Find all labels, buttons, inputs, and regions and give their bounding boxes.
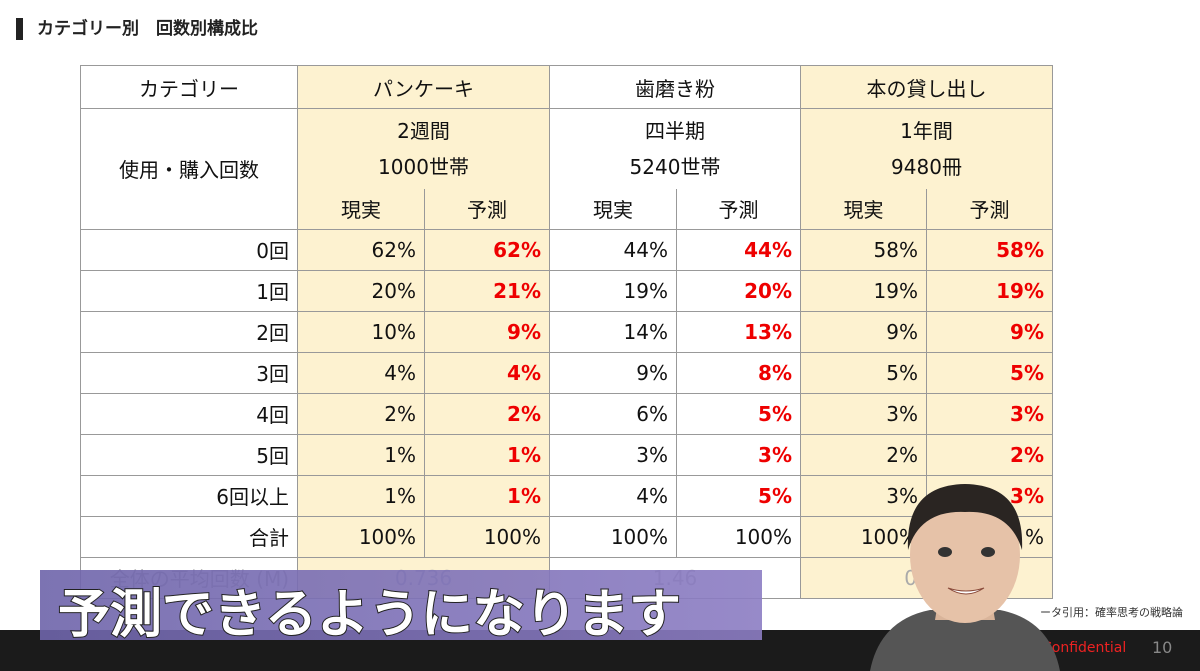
value-cell: 3%: [800, 474, 927, 517]
value-cell: 20%: [297, 269, 425, 312]
value-cell: 2%: [800, 433, 927, 476]
sub-header: 現実: [800, 188, 927, 230]
value-cell: 2%: [297, 392, 425, 435]
period-cell: 四半期 5240世帯: [549, 108, 801, 189]
value-cell: 9%: [926, 310, 1053, 353]
sub-header: 現実: [297, 188, 425, 230]
value-cell: 44%: [676, 228, 801, 271]
value-cell: 3%: [676, 433, 801, 476]
category-header: 歯磨き粉: [549, 65, 801, 109]
sample-size: 1000世帯: [378, 154, 469, 179]
presenter: [870, 484, 1060, 671]
value-cell: 5%: [926, 351, 1053, 394]
row-header: 使用・購入回数: [80, 108, 298, 230]
value-cell: 5%: [676, 474, 801, 517]
value-cell: 4%: [297, 351, 425, 394]
value-cell: 9%: [549, 351, 677, 394]
value-cell: 5%: [676, 392, 801, 435]
value-cell: 100%: [297, 515, 425, 558]
value-cell: 100%: [424, 515, 550, 558]
data-row: 4回 2% 2% 6% 5% 3% 3%: [80, 392, 1053, 435]
corner-header: カテゴリー: [80, 65, 298, 109]
value-cell: 2%: [926, 433, 1053, 476]
data-row: 3回 4% 4% 9% 8% 5% 5%: [80, 351, 1053, 394]
value-cell: 9%: [424, 310, 550, 353]
data-table: カテゴリー パンケーキ 歯磨き粉 本の貸し出し 使用・購入回数 2週間 1000世帯 四半期 5…: [80, 65, 1053, 599]
subheader-row: 現実 予測 現実 予測 現実 予測: [81, 188, 1053, 230]
value-cell: 4%: [549, 474, 677, 517]
value-cell: 1%: [297, 474, 425, 517]
sample-size: 5240世帯: [629, 154, 721, 179]
data-row: 0回 62% 62% 44% 44% 58% 58%: [80, 228, 1053, 271]
value-cell: 62%: [297, 228, 425, 271]
value-cell: 13%: [676, 310, 801, 353]
value-cell: 58%: [800, 228, 927, 271]
value-cell: 62%: [424, 228, 550, 271]
category-header: 本の貸し出し: [800, 65, 1053, 109]
source-note: ータ引用：確率思考の戦略論: [1040, 606, 1183, 619]
value-cell: 21%: [424, 269, 550, 312]
value-cell: 8%: [676, 351, 801, 394]
data-row: 1回 20% 21% 19% 20% 19% 19%: [80, 269, 1053, 312]
confidential-label: Confidential: [1042, 640, 1127, 656]
value-cell: 4%: [424, 351, 550, 394]
category-header: パンケーキ: [297, 65, 550, 109]
slide-title: カテゴリー別 回数別構成比: [16, 18, 258, 40]
value-cell: 58%: [926, 228, 1053, 271]
value-cell: 6%: [549, 392, 677, 435]
row-label: 1回: [80, 269, 298, 312]
row-label: 6回以上: [80, 474, 298, 517]
row-label: 2回: [80, 310, 298, 353]
value-cell: 3%: [549, 433, 677, 476]
value-cell: 10%: [297, 310, 425, 353]
row-label: 0回: [80, 228, 298, 271]
value-cell: 14%: [549, 310, 677, 353]
row-label: 5回: [80, 433, 298, 476]
period: 2週間: [397, 118, 450, 143]
value-cell: 1%: [297, 433, 425, 476]
sub-header: 予測: [424, 188, 550, 230]
header-row: カテゴリー パンケーキ 歯磨き粉 本の貸し出し: [80, 65, 1053, 109]
period-cell: 2週間 1000世帯: [297, 108, 550, 189]
value-cell: 44%: [549, 228, 677, 271]
value-cell: 20%: [676, 269, 801, 312]
page-number: 10: [1152, 638, 1173, 657]
value-cell: 2%: [424, 392, 550, 435]
value-cell: 3%: [800, 392, 927, 435]
period: 四半期: [645, 118, 705, 143]
row-label: 3回: [80, 351, 298, 394]
value-cell: 100%: [676, 515, 801, 558]
value-cell: 100%: [549, 515, 677, 558]
row-label: 4回: [80, 392, 298, 435]
value-cell: 100%: [800, 515, 927, 558]
value-cell: 19%: [926, 269, 1053, 312]
subtitle-text: 予測できるようになります: [57, 584, 682, 646]
value-cell: 5%: [800, 351, 927, 394]
period-row: 使用・購入回数 2週間 1000世帯 四半期 5240世帯 1年間 9480冊: [80, 108, 1053, 230]
row-label: 合計: [80, 515, 298, 558]
value-cell: 3%: [926, 392, 1053, 435]
value-cell: 1%: [424, 474, 550, 517]
subtitle-box: 予測できるようになります: [40, 570, 762, 646]
period-cell: 1年間 9480冊: [800, 108, 1053, 189]
value-cell: 9%: [800, 310, 927, 353]
data-row: 2回 10% 9% 14% 13% 9% 9%: [80, 310, 1053, 353]
value-cell: 19%: [549, 269, 677, 312]
value-cell: 19%: [800, 269, 927, 312]
value-cell: 1%: [424, 433, 550, 476]
sub-header: 現実: [549, 188, 677, 230]
sample-size: 9480冊: [891, 154, 962, 179]
sub-header: 予測: [676, 188, 801, 230]
data-row: 5回 1% 1% 3% 3% 2% 2%: [80, 433, 1053, 476]
period: 1年間: [900, 118, 953, 143]
sub-header: 予測: [926, 188, 1053, 230]
